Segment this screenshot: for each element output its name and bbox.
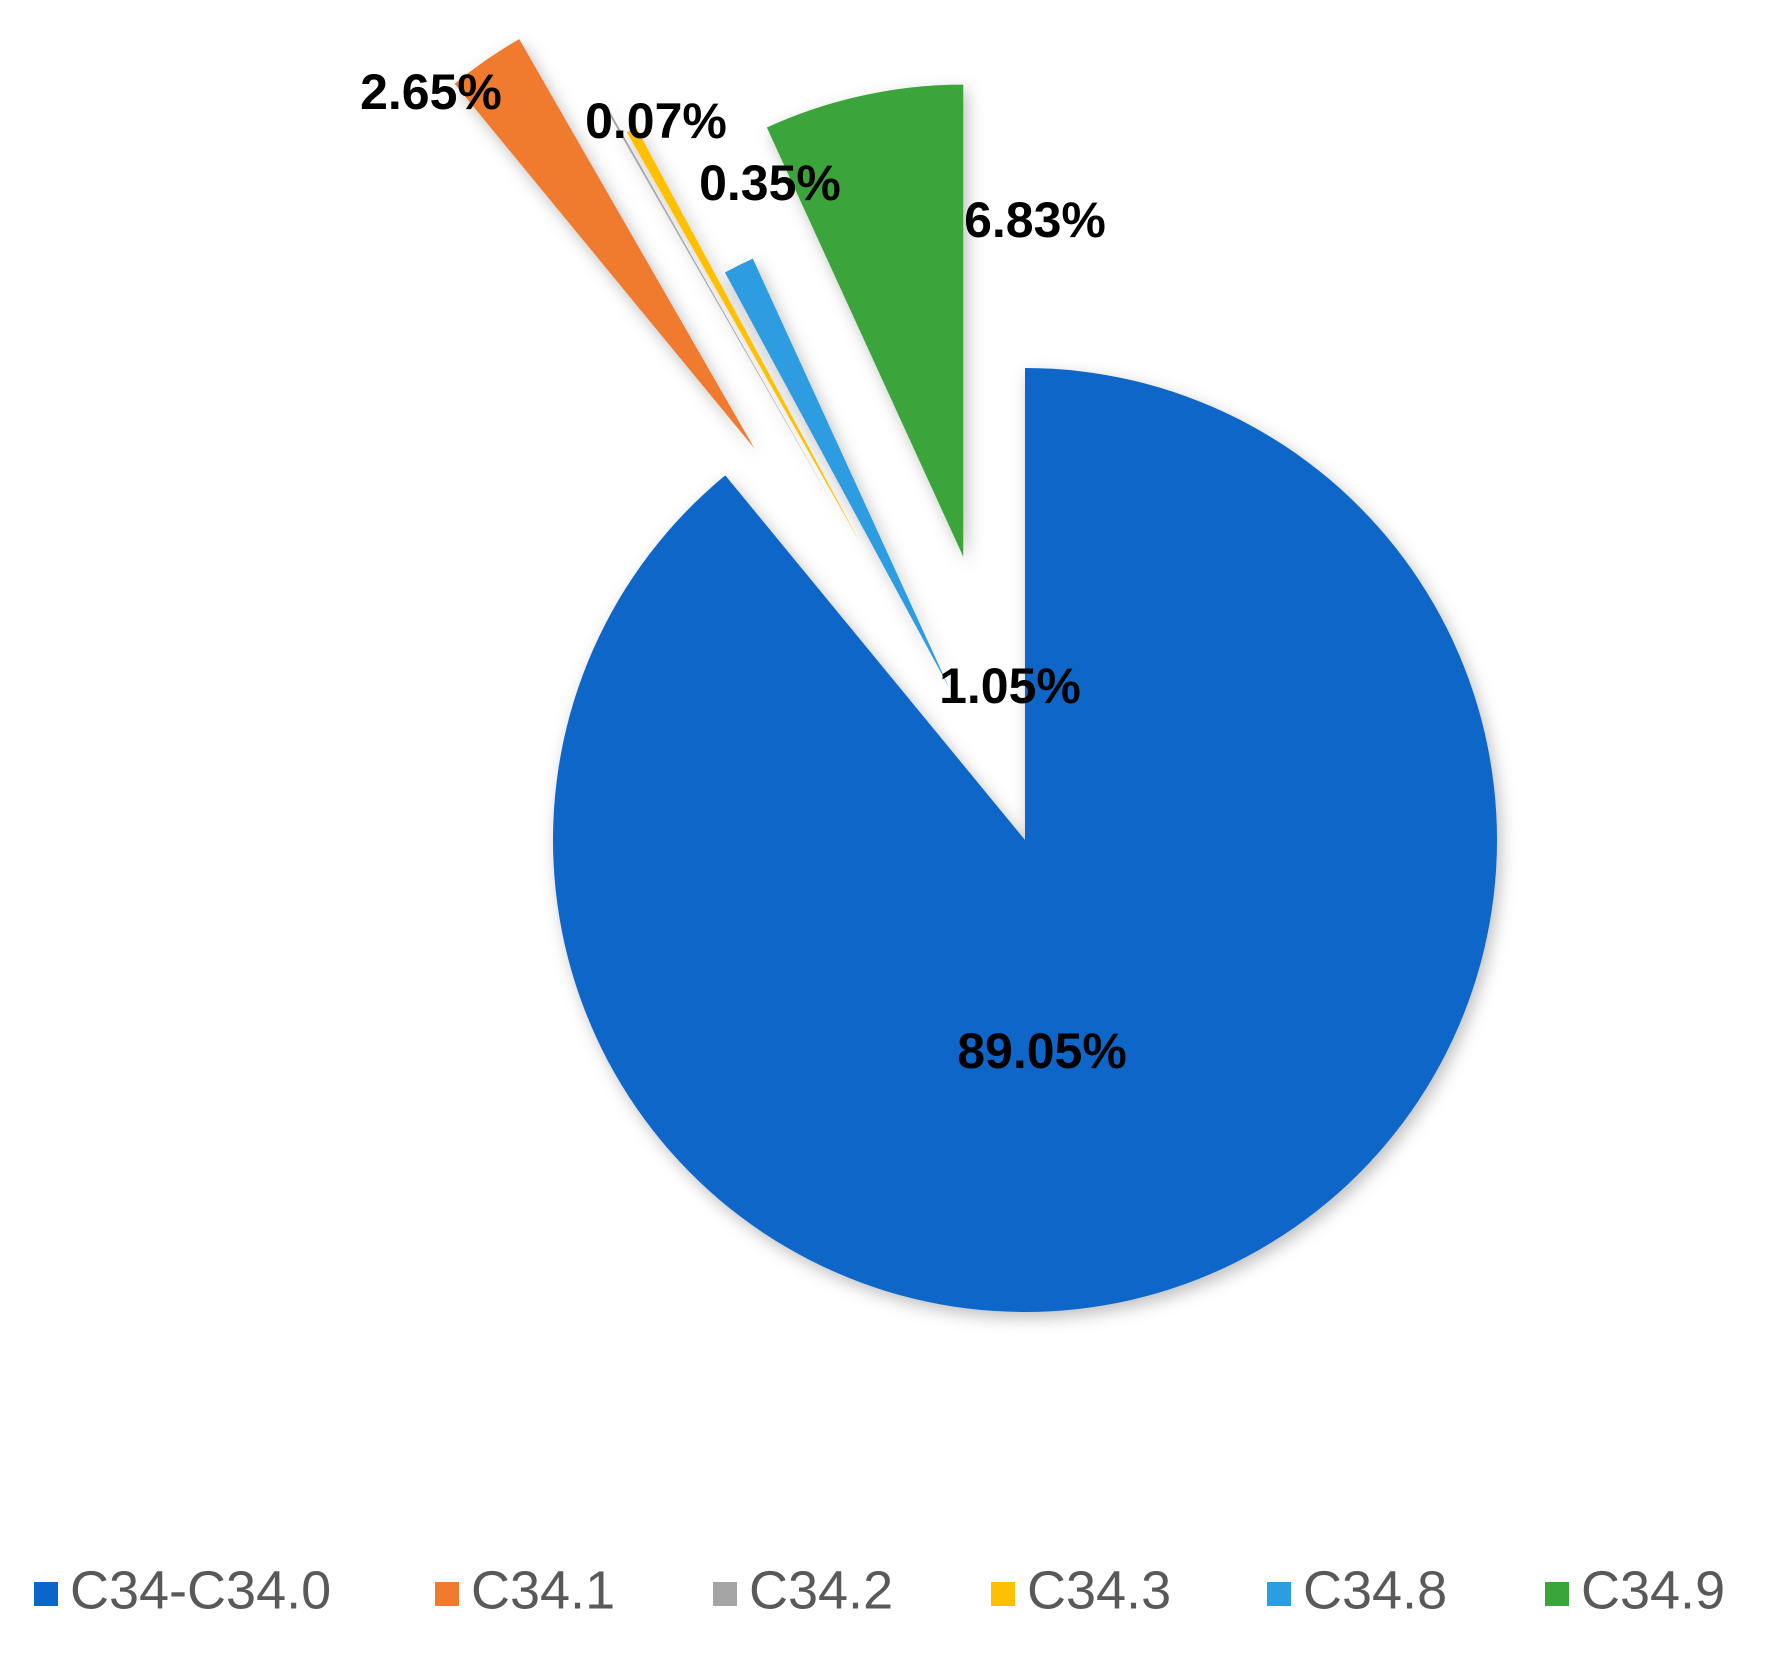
legend-label: C34.1 <box>471 1560 615 1620</box>
pie <box>454 39 1498 1312</box>
legend-swatch <box>991 1582 1015 1606</box>
data-label: 89.05% <box>957 1023 1127 1079</box>
pie-slice <box>766 84 964 557</box>
data-label: 1.05% <box>939 658 1081 714</box>
data-label: 2.65% <box>360 64 502 120</box>
legend-swatch <box>1545 1582 1569 1606</box>
legend-label: C34.2 <box>749 1560 893 1620</box>
legend-label: C34.3 <box>1027 1560 1171 1620</box>
legend-label: C34.9 <box>1581 1560 1725 1620</box>
data-label: 0.35% <box>699 155 841 211</box>
pie-slice <box>603 104 839 515</box>
data-label: 6.83% <box>964 192 1106 248</box>
legend-swatch <box>713 1582 737 1606</box>
pie-slice <box>553 368 1498 1312</box>
legend-swatch <box>1267 1582 1291 1606</box>
legend-swatch <box>435 1582 459 1606</box>
pie-slice <box>724 258 950 688</box>
legend-swatch <box>34 1582 58 1606</box>
data-label: 0.07% <box>585 93 727 149</box>
legend-label: C34-C34.0 <box>70 1560 331 1620</box>
legend-label: C34.8 <box>1303 1560 1447 1620</box>
pie-slice <box>626 127 861 543</box>
pie-slice <box>454 39 755 449</box>
